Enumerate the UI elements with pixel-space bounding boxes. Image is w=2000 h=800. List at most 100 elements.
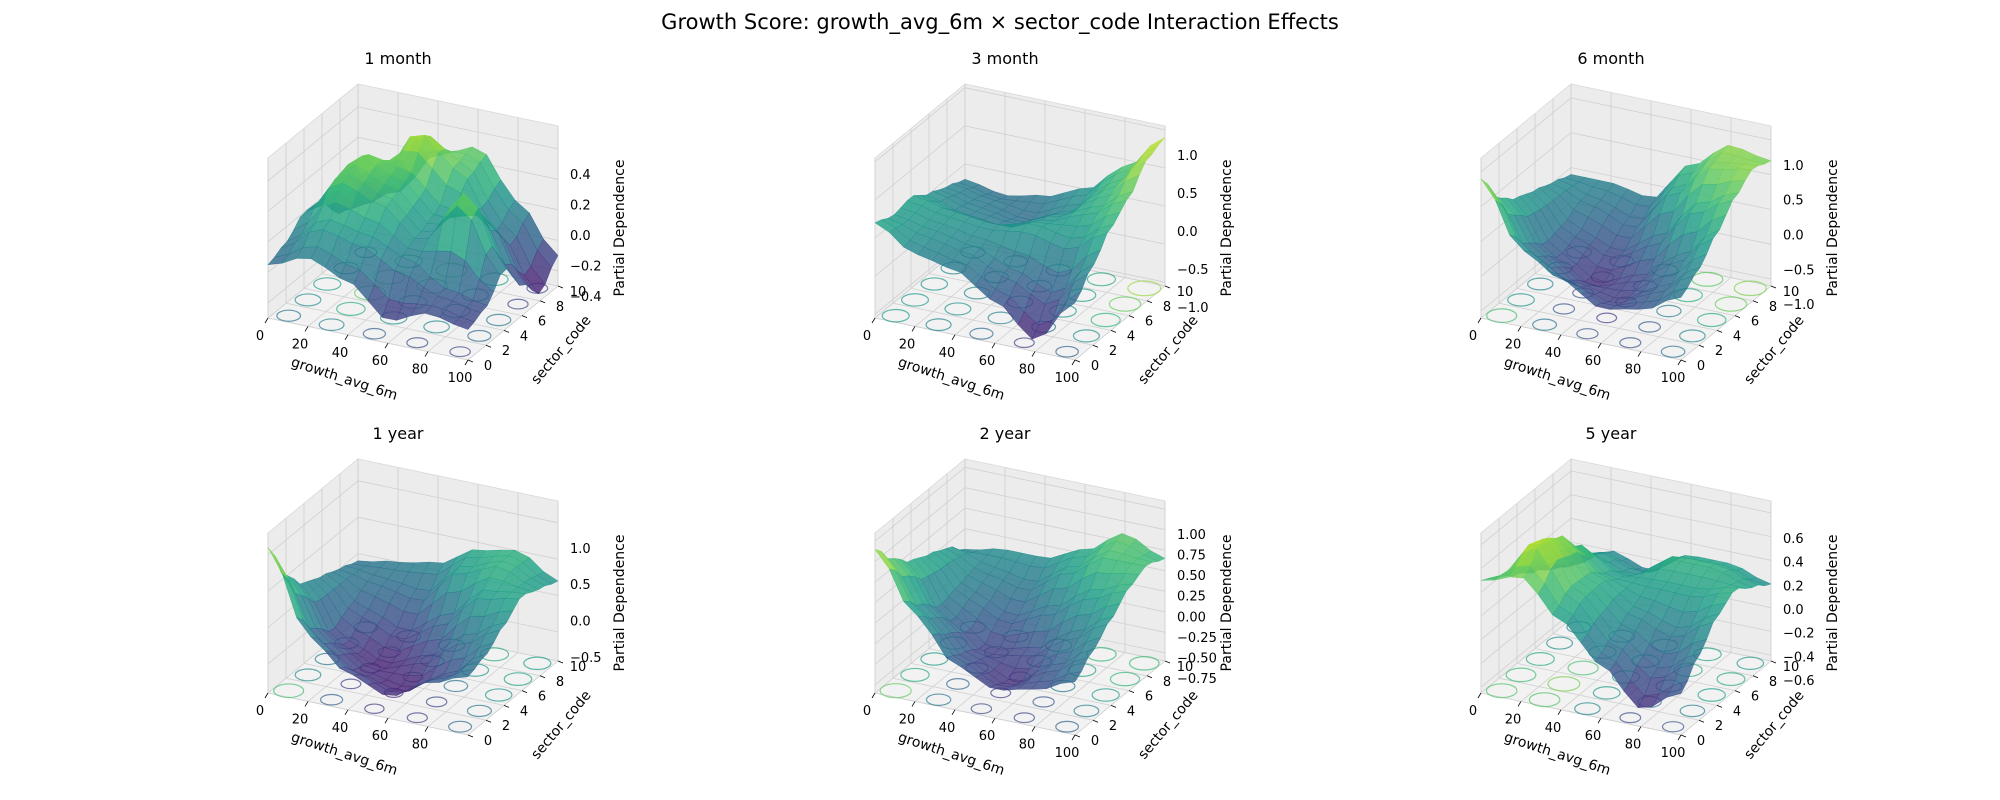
y-tick-label: 4 (520, 704, 528, 719)
floor-contour (1596, 312, 1618, 324)
gridline (1516, 663, 1718, 706)
floor-contour (1733, 280, 1767, 297)
x-tick-label: 100 (1661, 746, 1686, 761)
surface-facet (1666, 287, 1688, 301)
y-tick (1128, 690, 1135, 693)
figure-title: Growth Score: growth_avg_6m × sector_cod… (661, 10, 1339, 34)
x-tick-label: 80 (1019, 738, 1036, 753)
panel-title: 1 year (373, 424, 424, 443)
x-tick (424, 351, 429, 357)
gridline (874, 466, 966, 542)
floor-contour (1013, 712, 1036, 724)
gridline (892, 677, 1094, 721)
y-tick (1146, 300, 1153, 304)
x-tick-label: 40 (1545, 346, 1562, 361)
x-tick-label: 60 (979, 354, 996, 369)
surface-panel: 0204060801000246810−1.0−0.50.00.51.0grow… (863, 49, 1235, 404)
floor-contour (1505, 667, 1537, 683)
gridline (1640, 277, 1732, 352)
y-tick (1752, 675, 1759, 679)
y-tick (1698, 719, 1705, 723)
floor-contour (449, 346, 471, 358)
y-tick-label: 0 (484, 359, 492, 374)
gridline (1034, 652, 1126, 727)
y-tick (539, 675, 546, 679)
y-tick-label: 6 (1145, 690, 1153, 705)
floor-contour (276, 309, 302, 322)
floor-contour (484, 688, 513, 702)
x-tick-label: 20 (292, 337, 309, 352)
floor-contour (900, 667, 930, 682)
x-tick (344, 709, 349, 716)
floor-contour (1696, 312, 1727, 328)
y-tick-label: 8 (556, 675, 564, 690)
floor-contour (340, 678, 362, 690)
x-tick-label: 20 (1505, 337, 1522, 352)
x-tick-label: 60 (1585, 729, 1602, 744)
z-tick-label: 0.2 (1783, 579, 1804, 594)
floor-contour (1552, 303, 1576, 315)
y-tick-label: 2 (1715, 719, 1723, 734)
y-tick (1680, 734, 1687, 738)
gridline (874, 487, 966, 563)
floor-contour (1619, 337, 1642, 349)
gridline (1074, 660, 1166, 736)
floor-contour (1679, 329, 1706, 343)
z-axis-label: Partial Dependence (1219, 535, 1235, 672)
surface-panel: 0204060801000246810−0.75−0.50−0.250.000.… (863, 424, 1235, 779)
gridline (1570, 517, 1772, 561)
panel-title: 3 month (971, 49, 1038, 68)
floor-contour (1128, 655, 1160, 671)
x-tick-label: 20 (292, 712, 309, 727)
z-tick-label: 0.5 (1177, 187, 1198, 202)
z-axis-label: Partial Dependence (1825, 535, 1841, 672)
z-tick-label: −1.0 (1177, 301, 1209, 316)
y-tick (1074, 734, 1081, 738)
floor-contour (503, 672, 533, 686)
gridline (964, 163, 1166, 207)
x-tick (1637, 351, 1642, 357)
x-tick-label: 0 (256, 329, 264, 344)
gridline (267, 317, 469, 361)
gridline (964, 125, 1166, 169)
gridline (874, 125, 966, 201)
floor-contour (1073, 704, 1100, 718)
y-tick-label: 8 (556, 300, 564, 315)
gridline (964, 466, 1166, 510)
gridline (1480, 494, 1572, 569)
z-tick-label: 0.4 (1783, 556, 1804, 571)
x-tick (1477, 692, 1482, 699)
floor-contour (1660, 345, 1686, 358)
x-tick (911, 326, 916, 332)
gridline (1570, 97, 1772, 141)
x-tick-label: 80 (1625, 363, 1642, 378)
floor-contour (1527, 277, 1554, 291)
x-tick-label: 60 (372, 729, 389, 744)
x-tick-label: 0 (863, 704, 871, 719)
gridline (1680, 660, 1772, 736)
y-tick (1734, 690, 1741, 693)
z-tick-label: −0.2 (1783, 627, 1815, 642)
y-tick-label: 2 (1109, 719, 1117, 734)
floor-contour (1716, 672, 1746, 687)
floor-contour (1090, 312, 1121, 328)
floor-contour (423, 320, 450, 334)
floor-contour (1574, 702, 1601, 716)
x-tick (1477, 317, 1482, 324)
floor-contour (1532, 318, 1558, 331)
gridline (267, 692, 469, 736)
z-axis-label: Partial Dependence (612, 160, 628, 297)
gridline (1034, 277, 1126, 352)
y-tick (557, 660, 564, 664)
z-tick-label: −0.2 (570, 259, 602, 274)
x-tick-label: 40 (332, 346, 349, 361)
y-tick-label: 4 (1733, 329, 1741, 344)
floor-contour (362, 327, 387, 340)
floor-contour (523, 656, 552, 671)
y-tick-label: 6 (1751, 315, 1759, 330)
floor-contour (1546, 636, 1574, 650)
z-tick-label: −0.6 (1783, 674, 1815, 689)
x-tick-label: 60 (372, 354, 389, 369)
gridline (1498, 302, 1700, 346)
